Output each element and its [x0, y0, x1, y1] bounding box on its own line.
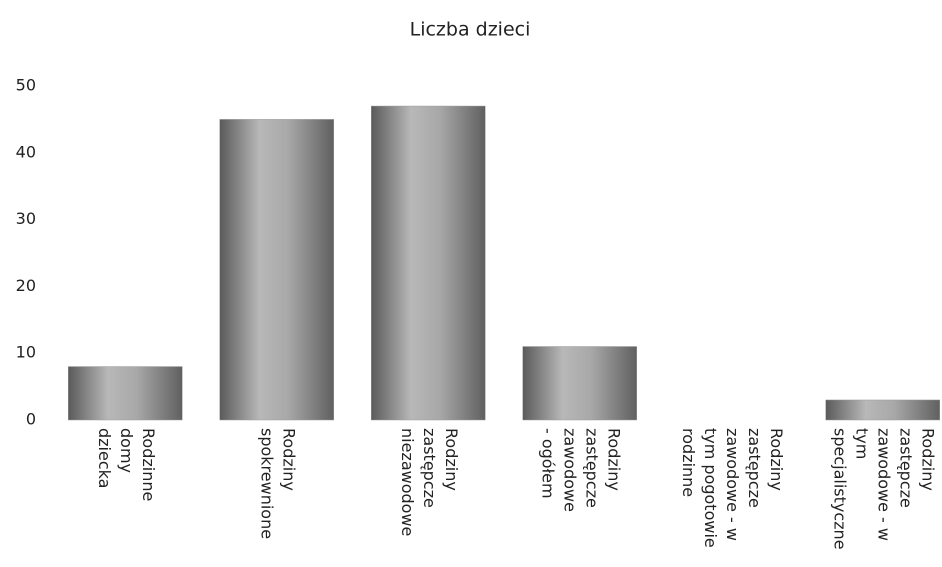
x-tick-label: Rodzinne: [139, 428, 158, 501]
y-tick-label: 30: [16, 209, 36, 228]
x-tick-label: zawodowe: [560, 428, 579, 512]
x-tick-label: specjalistyczne: [830, 428, 849, 550]
x-tick-label: Rodziny: [604, 428, 623, 491]
x-tick-label: - ogółem: [538, 428, 557, 499]
x-tick-label: tym pogotowie: [701, 428, 720, 548]
y-tick-label: 10: [16, 343, 36, 362]
x-tick-label: zastępcze: [582, 428, 601, 508]
x-tick-label: domy: [117, 428, 136, 473]
y-tick-label: 50: [16, 76, 36, 95]
bar: [825, 399, 940, 421]
x-tick-label: Rodziny: [442, 428, 461, 491]
x-tick-label: dziecka: [95, 428, 114, 488]
bar: [522, 346, 637, 421]
x-tick-label: Rodziny: [279, 428, 298, 491]
bar: [219, 119, 334, 421]
x-tick-label: zastępcze: [896, 428, 915, 508]
x-tick-label: zastępcze: [420, 428, 439, 508]
x-tick-label: zawodowe - w: [723, 428, 742, 541]
x-tick-label: rodzinne: [679, 428, 698, 497]
y-tick-label: 0: [26, 410, 36, 429]
bar: [371, 105, 486, 421]
y-tick-label: 40: [16, 142, 36, 161]
x-tick-label: Rodziny: [767, 428, 786, 491]
y-tick-label: 20: [16, 276, 36, 295]
x-tick-label: Rodziny: [918, 428, 937, 491]
chart-title: Liczba dzieci: [410, 19, 531, 41]
bar: [68, 366, 183, 421]
x-tick-label: zawodowe - w: [874, 428, 893, 541]
x-tick-label: spokrewnione: [257, 428, 276, 539]
x-tick-label: zastępcze: [745, 428, 764, 508]
x-tick-label: tym: [852, 428, 871, 459]
x-tick-label: niezawodowe: [398, 428, 417, 536]
